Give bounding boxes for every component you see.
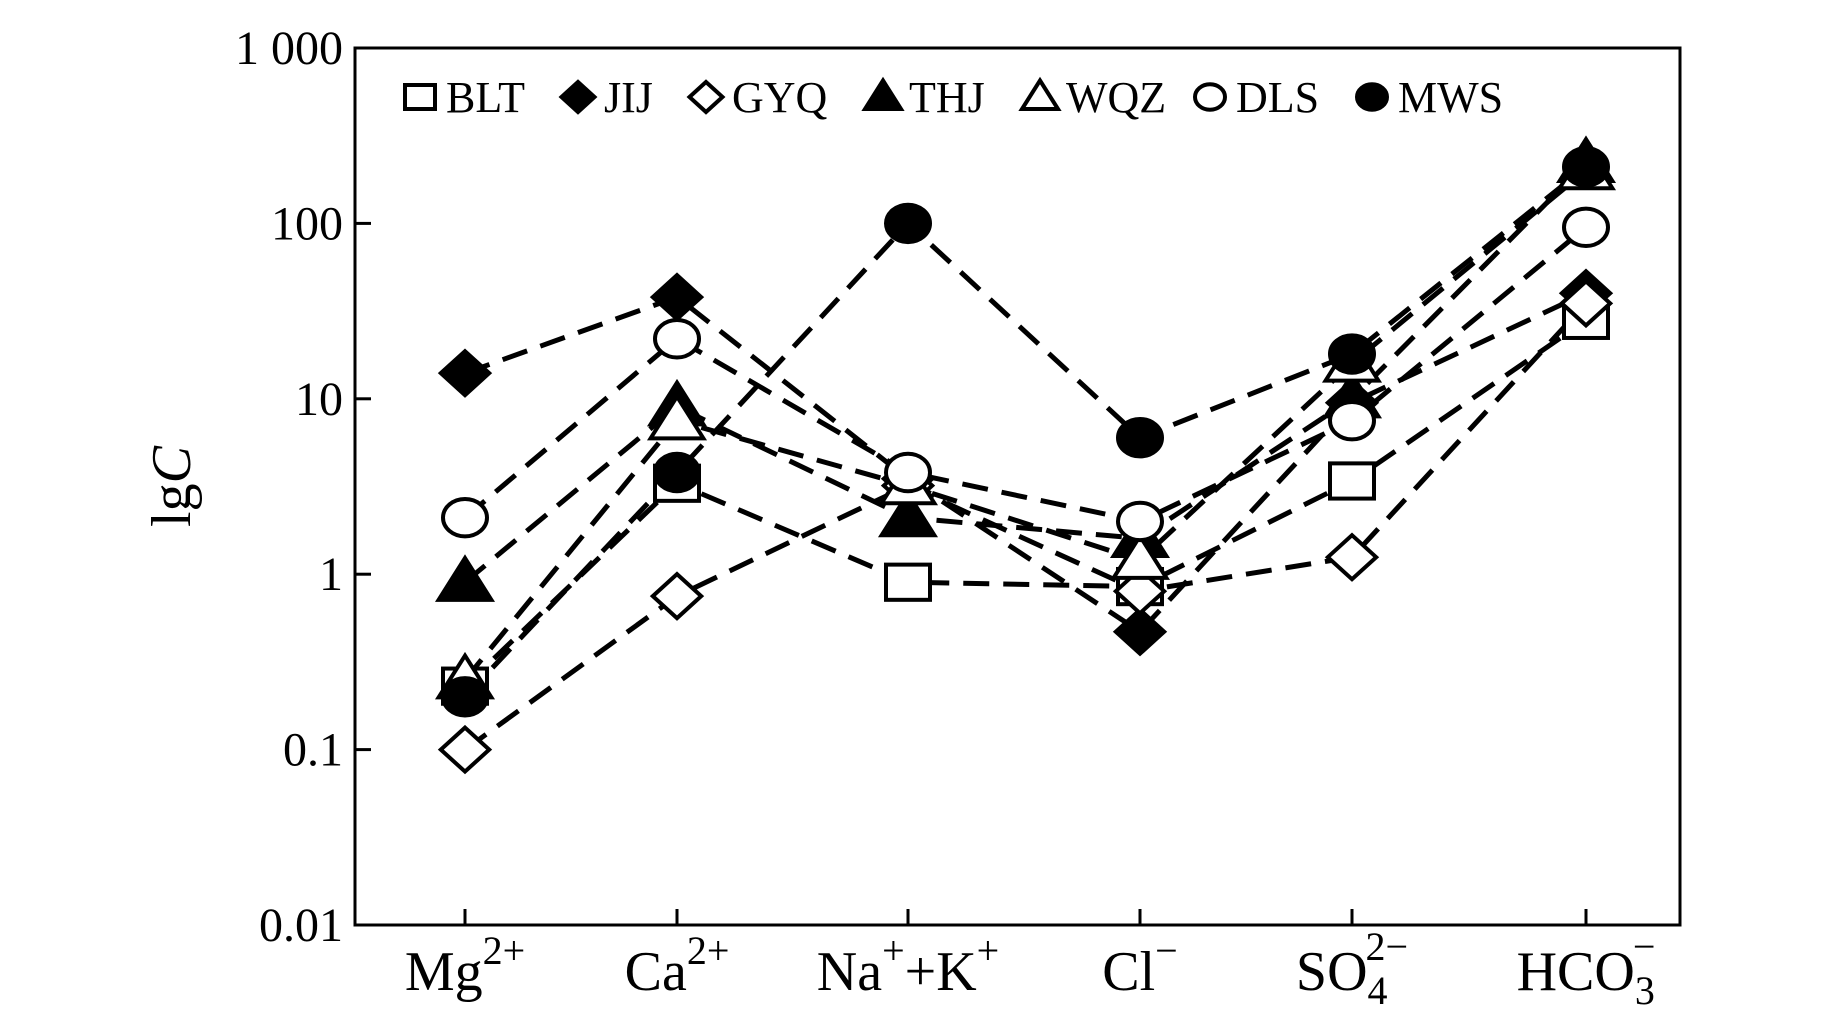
y-tick-label: 10	[295, 373, 343, 426]
marker-diamond	[1558, 278, 1614, 329]
series-line-dls	[463, 225, 1588, 525]
x-category-label: Na++K+	[817, 928, 999, 1003]
series-line-wqz	[463, 168, 1588, 682]
marker-triangle	[1018, 76, 1062, 111]
x-category-label: Ca2+	[625, 928, 730, 1003]
x-category-label: SO42−	[1296, 924, 1408, 1013]
marker-diamond	[558, 79, 598, 115]
y-tick-label: 1	[319, 548, 343, 601]
legend-label: MWS	[1398, 73, 1503, 122]
marker-circle	[884, 451, 932, 494]
marker-circle	[1328, 400, 1376, 442]
marker-diamond	[437, 724, 493, 775]
marker-diamond	[686, 79, 726, 115]
legend-item-jij: JIJ	[558, 73, 653, 122]
marker-square	[1328, 461, 1376, 501]
legend-label: THJ	[909, 73, 985, 122]
x-category-label: HCO3−	[1517, 924, 1656, 1013]
marker-diamond	[437, 348, 493, 398]
marker-circle	[441, 676, 489, 718]
x-category-label: Mg2+	[405, 928, 525, 1003]
legend-label: JIJ	[604, 73, 653, 122]
series-lines	[463, 161, 1588, 752]
plot-frame	[353, 46, 1682, 927]
marker-circle	[1328, 333, 1376, 375]
legend-label: DLS	[1236, 73, 1319, 122]
y-axis-title: lgC	[141, 445, 203, 527]
legend-label: WQZ	[1066, 73, 1166, 122]
legend-item-dls: DLS	[1193, 73, 1319, 122]
marker-diamond	[1112, 566, 1168, 616]
series-line-gyq	[463, 301, 1588, 752]
series-line-blt	[463, 318, 1588, 689]
y-tick-label: 1 000	[235, 22, 343, 75]
legend: BLT JIJ GYQ THJ WQZ DLS MWS	[403, 73, 1503, 122]
legend-item-thj: THJ	[861, 73, 985, 122]
marker-triangle	[861, 76, 905, 111]
legend-label: BLT	[446, 73, 525, 122]
marker-circle	[1562, 146, 1610, 188]
series-line-mws	[463, 164, 1588, 699]
series-line-thj	[463, 161, 1588, 585]
marker-circle	[1116, 417, 1164, 459]
series-markers	[434, 135, 1617, 775]
marker-diamond	[649, 571, 705, 621]
y-tick-label: 100	[271, 197, 343, 250]
marker-triangle	[1109, 532, 1171, 580]
legend-item-mws: MWS	[1355, 73, 1503, 122]
marker-circle	[1562, 206, 1610, 249]
marker-triangle	[646, 392, 708, 441]
marker-triangle	[434, 554, 496, 602]
marker-triangle	[877, 489, 939, 538]
marker-diamond	[1112, 607, 1168, 657]
y-tick-label: 0.1	[283, 724, 343, 777]
marker-circle	[1355, 82, 1389, 112]
marker-diamond	[1324, 532, 1380, 582]
legend-item-gyq: GYQ	[686, 73, 828, 122]
marker-circle	[884, 202, 932, 245]
legend-label: GYQ	[732, 73, 828, 122]
marker-square	[884, 562, 932, 602]
y-tick-label: 0.01	[259, 899, 343, 952]
marker-circle	[653, 451, 701, 494]
axes: 0.01 0.1 1 10 100 1 000 lgC Mg2+ Ca2+ Na++K+ Cl− SO…	[141, 22, 1682, 1013]
legend-item-blt: BLT	[403, 73, 525, 122]
marker-circle	[1116, 500, 1164, 543]
marker-circle	[1193, 82, 1227, 112]
legend-item-wqz: WQZ	[1018, 73, 1166, 122]
marker-square	[403, 83, 437, 111]
marker-circle	[441, 496, 489, 539]
series-line-jij	[464, 290, 1588, 635]
x-category-label: Cl−	[1102, 928, 1177, 1003]
marker-circle	[653, 318, 701, 360]
